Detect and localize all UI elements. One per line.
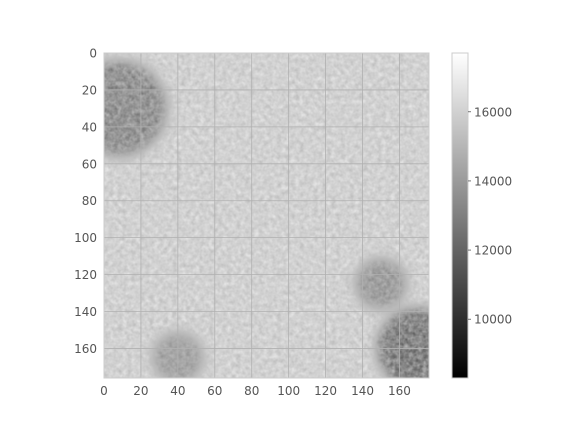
x-tick-label: 120 — [314, 384, 337, 398]
x-tick-label: 100 — [277, 384, 300, 398]
y-tick-label: 60 — [82, 157, 97, 171]
y-tick-label: 140 — [74, 305, 97, 319]
colorbar-tick-label: 16000 — [474, 105, 512, 119]
y-tick-label: 80 — [82, 194, 97, 208]
colorbar-tick-label: 10000 — [474, 313, 512, 327]
y-tick-label: 20 — [82, 83, 97, 97]
x-tick-label: 40 — [170, 384, 185, 398]
x-tick-label: 0 — [100, 384, 108, 398]
x-tick-label: 60 — [207, 384, 222, 398]
y-tick-label: 100 — [74, 231, 97, 245]
colorbar — [452, 53, 468, 378]
x-tick-label: 140 — [351, 384, 374, 398]
x-tick-label: 80 — [244, 384, 259, 398]
plot-frame — [103, 52, 430, 379]
colorbar-tick-label: 12000 — [474, 244, 512, 258]
y-tick-label: 0 — [89, 47, 97, 61]
x-tick-label: 160 — [388, 384, 411, 398]
x-axis: 0 20 40 60 80 100 120 140 160 — [100, 384, 411, 398]
y-tick-label: 120 — [74, 268, 97, 282]
colorbar-tick-label: 14000 — [474, 174, 512, 188]
y-tick-label: 160 — [74, 342, 97, 356]
heatmap-texture — [104, 53, 429, 378]
heatmap-image — [104, 53, 429, 378]
colorbar-frame — [451, 52, 469, 379]
colorbar-axis: 10000 12000 14000 16000 — [468, 105, 512, 327]
x-tick-label: 20 — [133, 384, 148, 398]
y-tick-label: 40 — [82, 120, 97, 134]
y-axis: 0 20 40 60 80 100 120 140 160 — [74, 47, 97, 356]
